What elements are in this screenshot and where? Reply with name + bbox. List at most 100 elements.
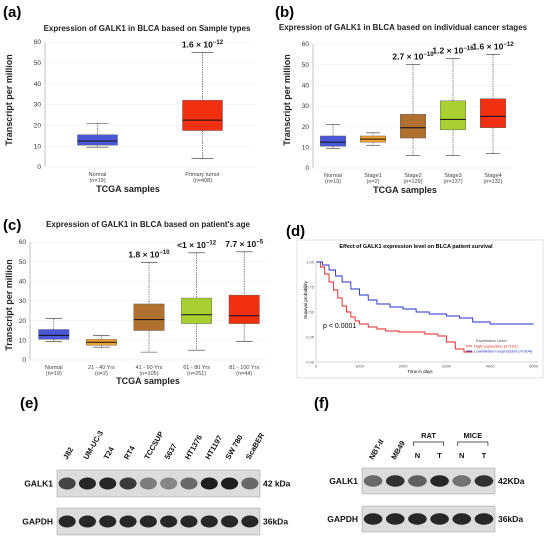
chart-d-xtick: 3000 bbox=[442, 364, 452, 369]
chart-c-ytick: 0 bbox=[22, 357, 26, 364]
chart-a-ytick: 60 bbox=[34, 39, 42, 46]
blot-e-band bbox=[78, 515, 96, 528]
chart-a-category-n: (n=19) bbox=[89, 178, 105, 184]
chart-d-xlabel: Time in days bbox=[407, 369, 433, 374]
blot-e-row-label: GAPDH bbox=[22, 517, 53, 527]
chart-a-xlabel: TCGA samples bbox=[96, 184, 160, 194]
blot-e-size-label: 36kDa bbox=[263, 517, 288, 527]
chart-d-frame bbox=[296, 239, 544, 379]
chart-d-legend-title: Expression Level bbox=[476, 338, 507, 343]
chart-b-ytick: 40 bbox=[302, 83, 310, 90]
chart-b-category-label: Normal bbox=[324, 173, 342, 179]
chart-d-series-high bbox=[316, 261, 473, 353]
chart-c-ytick: 50 bbox=[19, 259, 27, 266]
blot-e-band bbox=[200, 515, 218, 528]
blot-f-band bbox=[452, 513, 472, 525]
panel-label-e: (e) bbox=[20, 395, 38, 412]
blot-e-band bbox=[160, 515, 178, 528]
blot-f-band bbox=[408, 475, 427, 487]
chart-c-ytick: 30 bbox=[19, 298, 27, 305]
blot-f-band bbox=[385, 513, 405, 525]
chart-d-ytick: 0.50 bbox=[306, 310, 315, 315]
chart-d-title: Effect of GALK1 expression level on BLCA… bbox=[339, 244, 493, 250]
blot-f-lane-label: N bbox=[459, 451, 464, 460]
chart-c-pvalue: 7.7 × 10−5 bbox=[225, 239, 263, 249]
chart-d-pvalue: p < 0.0001 bbox=[323, 323, 356, 330]
chart-d-ytick: 0.00 bbox=[306, 360, 315, 365]
chart-a-category-n: (n=408) bbox=[193, 178, 212, 184]
blot-e-band bbox=[241, 477, 259, 490]
chart-b-box bbox=[440, 100, 467, 130]
chart-a-ytick: 50 bbox=[34, 60, 42, 67]
chart-c-ytick: 20 bbox=[19, 318, 27, 325]
chart-a-ytick: 30 bbox=[34, 102, 42, 109]
blot-e-band bbox=[58, 515, 76, 528]
blot-e-band bbox=[180, 477, 198, 490]
blot-e-band bbox=[58, 477, 76, 490]
chart-c-pvalue: <1 × 10−12 bbox=[177, 240, 217, 250]
chart-b-ytick: 60 bbox=[302, 41, 310, 48]
blot-e-band bbox=[200, 477, 218, 490]
blot-f-band bbox=[363, 475, 383, 487]
blot-e-band bbox=[78, 477, 96, 490]
chart-c-category-n: (n=19) bbox=[46, 371, 62, 377]
chart-a-title: Expression of GALK1 in BLCA based on Sam… bbox=[44, 24, 251, 33]
chart-a-ytick: 20 bbox=[34, 123, 42, 130]
blot-f-group-bracket bbox=[457, 441, 489, 446]
chart-a-box bbox=[182, 100, 223, 131]
chart-d-ytick: 0.75 bbox=[306, 285, 315, 290]
chart-c-ytick: 10 bbox=[19, 338, 27, 345]
chart-c-category-label: 81 - 100 Yrs bbox=[229, 365, 259, 371]
chart-d-xtick: 5000 bbox=[529, 364, 539, 369]
blot-e-band bbox=[221, 477, 239, 490]
blot-e-band bbox=[99, 477, 117, 490]
blot-e-size-label: 42 kDa bbox=[263, 479, 291, 489]
chart-c-category-label: Normal bbox=[45, 365, 63, 371]
blot-f-size-label: 36kDa bbox=[498, 514, 523, 524]
chart-c-ytick: 40 bbox=[19, 279, 27, 286]
chart-a-plot: 0 10 20 30 40 50 60 Normal(n=19) Primary tumor(n… bbox=[34, 39, 255, 184]
chart-c-category-n: (n=2) bbox=[95, 371, 108, 377]
chart-c-box bbox=[228, 294, 260, 324]
blot-e-lane-label: ScaBER bbox=[244, 431, 267, 461]
blot-f-group-label: RAT bbox=[421, 431, 436, 440]
chart-b-pvalue: 1.6 × 10−12 bbox=[472, 41, 514, 51]
blot-e-band bbox=[221, 515, 239, 528]
blot-e-band bbox=[139, 477, 157, 490]
chart-d-xtick: 0 bbox=[315, 364, 318, 369]
chart-c-pvalue: 1.8 × 10−10 bbox=[128, 250, 170, 260]
blot-f-membrane-gapdh bbox=[361, 505, 496, 533]
chart-d-legend-low: Low/Medium expression (n=304) bbox=[474, 349, 533, 354]
chart-c-box bbox=[133, 303, 165, 331]
chart-b-pvalue: 1.2 × 10−16 bbox=[432, 45, 474, 55]
chart-b-category-n: (n=129) bbox=[403, 179, 422, 185]
chart-d-plot: 0.00 0.25 0.50 0.75 1.00 0 1000 2000 3000 4000 500… bbox=[306, 260, 539, 369]
blot-f-band bbox=[430, 513, 449, 525]
blot-e-lane-label: 5637 bbox=[163, 442, 179, 461]
blot-e-band bbox=[160, 477, 178, 490]
chart-b-ytick: 30 bbox=[302, 103, 310, 110]
chart-b-pvalue: 2.7 × 10−10 bbox=[392, 52, 434, 62]
blot-f-lane-label: N bbox=[415, 451, 420, 460]
chart-b-ytick: 20 bbox=[302, 124, 310, 131]
chart-b-ylabel: Transcript per million bbox=[282, 54, 292, 146]
chart-b-category-n: (n=19) bbox=[325, 179, 341, 185]
blot-f-membrane-galk1 bbox=[361, 467, 496, 495]
blot-f-band bbox=[363, 513, 383, 525]
blot-f-group-bracket bbox=[413, 441, 444, 446]
chart-b-category-label: Stage4 bbox=[484, 173, 501, 179]
panel-label-a: (a) bbox=[3, 4, 21, 21]
chart-a-ytick: 40 bbox=[34, 81, 42, 88]
blot-e-band bbox=[241, 515, 259, 528]
chart-c-category-label: 21 - 40 Yrs bbox=[88, 365, 115, 371]
chart-a-box bbox=[77, 134, 118, 146]
chart-a-category-label: Normal bbox=[89, 172, 107, 178]
chart-b-ytick: 50 bbox=[302, 62, 310, 69]
blot-f-band bbox=[474, 513, 494, 525]
panel-label-d: (d) bbox=[286, 223, 305, 240]
blot-e-lane-label: RT4 bbox=[122, 444, 137, 461]
chart-d-xtick: 4000 bbox=[486, 364, 496, 369]
blot-e-lane-label: SW 780 bbox=[223, 433, 244, 461]
chart-d-xtick: 1000 bbox=[355, 364, 365, 369]
